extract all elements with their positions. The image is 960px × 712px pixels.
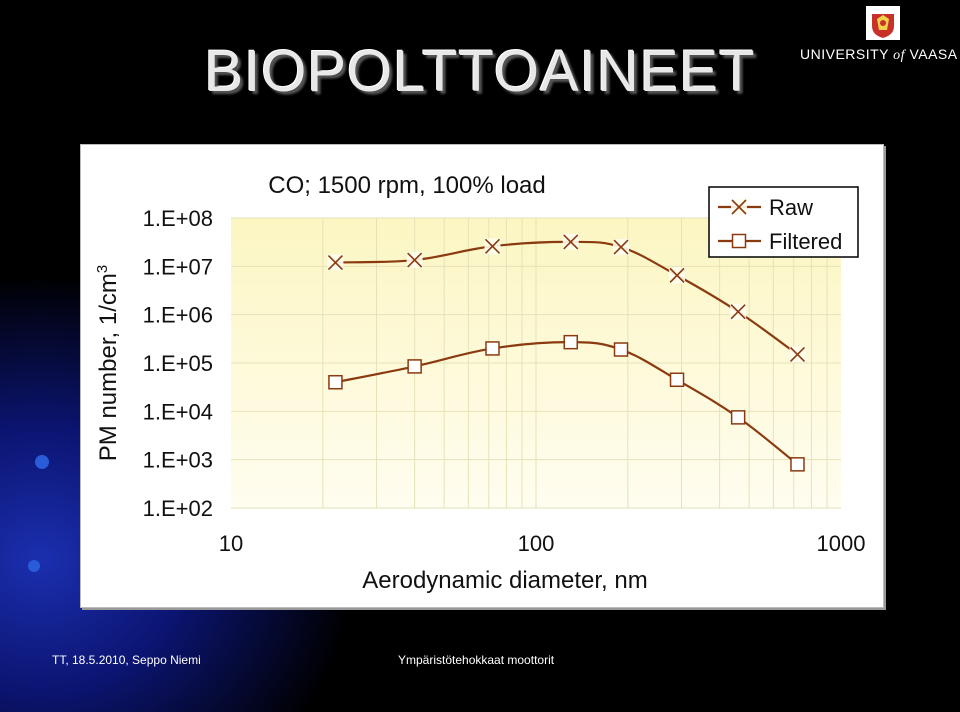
data-point-filtered <box>790 457 805 472</box>
data-point-raw <box>562 233 579 250</box>
y-tick-label: 1.E+02 <box>143 496 213 521</box>
x-tick-label: 100 <box>518 531 555 556</box>
chart: CO; 1500 rpm, 100% load Aerodynamic diam… <box>94 172 866 594</box>
data-point-filtered <box>407 359 422 374</box>
data-point-raw <box>613 239 630 256</box>
university-suffix: VAASA <box>909 46 958 62</box>
university-prefix: UNIVERSITY <box>800 46 889 62</box>
chart-title: CO; 1500 rpm, 100% load <box>268 172 546 199</box>
legend-marker-filtered <box>731 233 747 249</box>
legend-label-filtered: Filtered <box>769 229 842 254</box>
y-axis-label-exponent: 3 <box>94 265 111 273</box>
university-name: UNIVERSITY of VAASA <box>800 46 958 64</box>
legend-label-raw: Raw <box>769 195 813 220</box>
y-tick-label: 1.E+04 <box>143 399 213 424</box>
data-point-filtered <box>328 374 343 390</box>
footer-left: TT, 18.5.2010, Seppo Niemi <box>52 653 201 667</box>
data-point-filtered <box>613 342 629 357</box>
university-crest-icon <box>866 6 900 40</box>
chart-panel: CO; 1500 rpm, 100% load Aerodynamic diam… <box>80 144 884 608</box>
x-tick-label: 1000 <box>817 531 866 556</box>
data-point-raw <box>789 346 806 363</box>
y-tick-label: 1.E+08 <box>143 206 213 231</box>
legend: Raw Filtered <box>708 186 859 258</box>
data-point-filtered <box>563 334 579 350</box>
y-tick-label: 1.E+05 <box>143 351 213 376</box>
data-point-raw <box>484 238 501 255</box>
slide-title: BIOPOLTTOAINEET <box>204 39 756 104</box>
university-of: of <box>893 48 906 63</box>
y-tick-label: 1.E+03 <box>143 448 213 473</box>
data-point-raw <box>730 303 747 320</box>
data-point-raw <box>327 254 344 271</box>
decorative-dot <box>35 455 49 469</box>
data-point-raw <box>406 252 423 269</box>
data-point-filtered <box>669 372 685 388</box>
y-tick-label: 1.E+07 <box>143 254 213 279</box>
y-axis-label: PM number, 1/cm3 <box>94 265 122 461</box>
footer-right: Ympäristötehokkaat moottorit <box>398 653 555 667</box>
data-point-filtered <box>485 341 500 356</box>
x-axis-label: Aerodynamic diameter, nm <box>362 567 647 594</box>
legend-marker-raw <box>731 199 747 215</box>
x-tick-label: 10 <box>219 531 243 556</box>
y-axis-label-text: PM number, 1/cm <box>95 273 122 461</box>
y-tick-label: 1.E+06 <box>143 303 213 328</box>
data-point-raw <box>669 267 686 284</box>
decorative-dot <box>28 560 40 572</box>
data-point-filtered <box>730 410 746 425</box>
